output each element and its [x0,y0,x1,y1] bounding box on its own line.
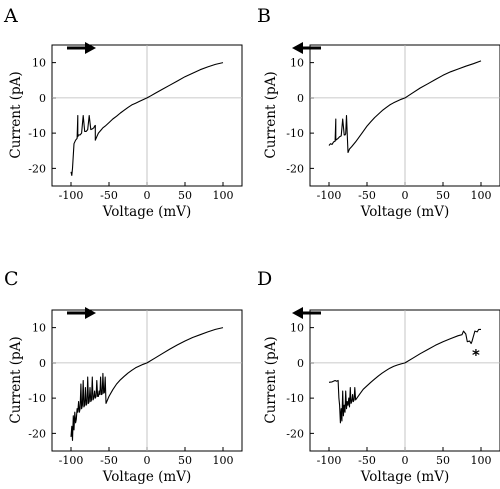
y-tick-labels: -20 -10 0 10 [286,322,304,441]
axis-ticks [310,327,482,451]
x-tick-label: 50 [178,454,192,467]
y-tick-label: -20 [28,162,46,175]
y-tick-label: 0 [39,357,46,370]
panel-letter-b: B [257,5,271,27]
y-tick-label: -10 [28,127,46,140]
x-tick-label: 0 [144,189,151,202]
x-tick-label: -50 [100,454,118,467]
direction-arrow-icon [292,307,321,319]
plot-area-b [309,44,500,187]
x-tick-labels: -100 -50 0 50 100 [59,189,234,202]
annotation-asterisk: * [472,346,480,364]
x-axis-title: Voltage (mV) [360,204,449,220]
y-tick-label: 10 [290,57,304,70]
x-tick-label: 0 [402,454,409,467]
axis-ticks [52,327,224,451]
plot-area-c [51,309,243,452]
y-tick-label: -20 [286,427,304,440]
plot-area-d [309,309,500,452]
direction-arrow-icon [67,307,96,319]
y-tick-labels: -20 -10 0 10 [286,57,304,176]
x-tick-label: -100 [317,454,342,467]
y-tick-label: 10 [290,322,304,335]
panel-letter-a: A [3,5,18,27]
x-tick-label: -100 [317,189,342,202]
axis-ticks [310,62,482,186]
panel-b: B -100 -50 0 50 100 -20 -10 0 10 Voltage… [257,5,500,220]
x-tick-label: 100 [213,454,234,467]
x-tick-label: 100 [471,189,492,202]
y-axis-title: Current (pA) [8,336,24,423]
y-axis-title: Current (pA) [263,336,279,423]
x-tick-label: -100 [59,454,84,467]
iv-trace [328,60,482,154]
y-tick-label: 0 [39,92,46,105]
iv-trace [70,327,224,441]
y-tick-label: -10 [286,127,304,140]
panel-c: C -100 -50 0 50 100 -20 -10 0 10 Voltage… [4,268,243,485]
x-tick-label: 100 [213,189,234,202]
y-tick-label: 10 [32,322,46,335]
y-tick-labels: -20 -10 0 10 [28,57,46,176]
x-tick-label: -50 [100,189,118,202]
x-tick-label: 0 [144,454,151,467]
panel-d: D * -100 -50 0 50 100 -20 -10 0 10 Volta… [257,268,500,485]
y-tick-label: -10 [286,392,304,405]
panel-letter-c: C [4,268,19,290]
y-tick-label: 0 [297,92,304,105]
direction-arrow-icon [67,42,96,54]
x-tick-label: 50 [436,454,450,467]
x-tick-label: 50 [178,189,192,202]
y-tick-label: 0 [297,357,304,370]
direction-arrow-icon [292,42,321,54]
x-tick-labels: -100 -50 0 50 100 [59,454,234,467]
x-tick-label: 50 [436,189,450,202]
x-tick-label: 0 [402,189,409,202]
x-tick-label: -50 [358,189,376,202]
panel-letter-d: D [257,268,272,290]
iv-trace [70,62,224,176]
x-tick-label: -100 [59,189,84,202]
y-tick-label: 10 [32,57,46,70]
y-axis-title: Current (pA) [263,71,279,158]
x-tick-labels: -100 -50 0 50 100 [317,189,492,202]
x-tick-labels: -100 -50 0 50 100 [317,454,492,467]
y-tick-labels: -20 -10 0 10 [28,322,46,441]
panel-a: A -100 -50 0 50 100 -20 -10 0 10 Voltage… [3,5,243,220]
y-tick-label: -20 [28,427,46,440]
plot-area-a [51,44,243,187]
y-tick-label: -20 [286,162,304,175]
x-tick-label: 100 [471,454,492,467]
x-axis-title: Voltage (mV) [102,204,191,220]
y-tick-label: -10 [28,392,46,405]
iv-trace [328,328,481,424]
y-axis-title: Current (pA) [8,71,24,158]
x-axis-title: Voltage (mV) [102,469,191,485]
x-tick-label: -50 [358,454,376,467]
x-axis-title: Voltage (mV) [360,469,449,485]
